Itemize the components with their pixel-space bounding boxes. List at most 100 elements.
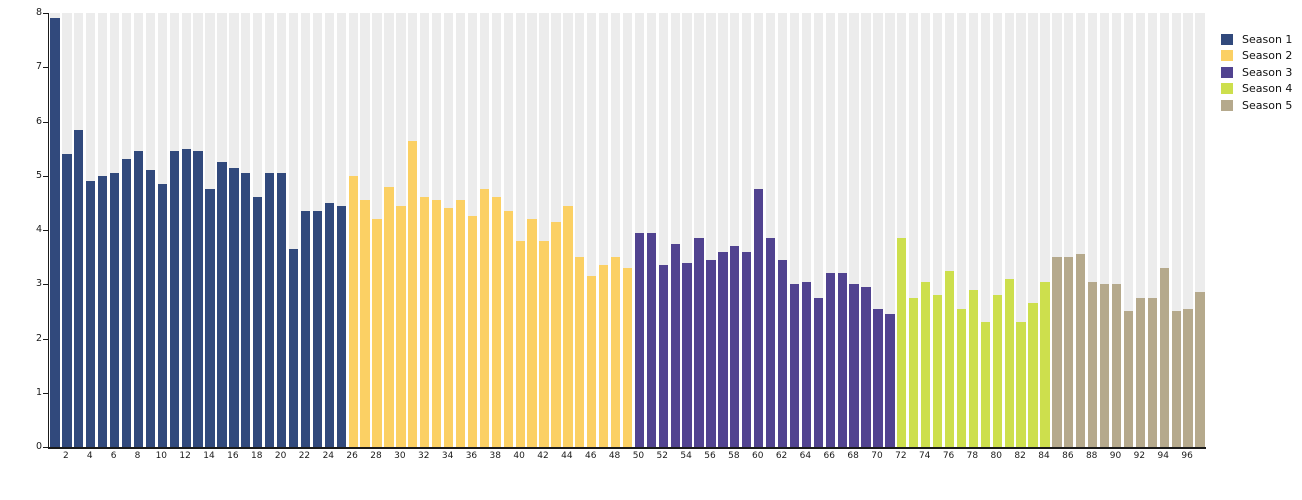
bar-episode-18 bbox=[253, 197, 263, 447]
legend-item-season-1: Season 1 bbox=[1221, 31, 1292, 48]
bar-episode-79 bbox=[980, 322, 990, 447]
grid-band bbox=[909, 13, 919, 447]
bar-episode-46 bbox=[587, 276, 597, 447]
bar-episode-26 bbox=[348, 175, 358, 447]
grid-band bbox=[1028, 13, 1038, 447]
x-tick-label: 12 bbox=[179, 451, 191, 461]
grid-band bbox=[849, 13, 859, 447]
bar-episode-58 bbox=[730, 246, 740, 447]
x-tick-label: 78 bbox=[966, 451, 979, 461]
x-tick-label: 60 bbox=[751, 451, 764, 461]
x-tick-label: 70 bbox=[871, 451, 883, 461]
bar-episode-42 bbox=[539, 240, 549, 447]
bar-episode-44 bbox=[563, 205, 573, 447]
y-tick-label: 4 bbox=[35, 224, 42, 235]
legend-swatch-icon bbox=[1221, 83, 1233, 95]
legend: Season 1 Season 2 Season 3 Season 4 Season 5 bbox=[1221, 31, 1292, 114]
legend-label: Season 3 bbox=[1242, 65, 1293, 79]
x-tick-label: 4 bbox=[86, 451, 93, 461]
grid-band bbox=[1183, 13, 1193, 447]
bar-episode-23 bbox=[312, 211, 323, 447]
bar-episode-36 bbox=[467, 216, 478, 447]
grid-band bbox=[873, 13, 883, 447]
grid-band bbox=[1159, 13, 1169, 447]
legend-item-season-2: Season 2 bbox=[1221, 48, 1292, 65]
x-tick-label: 32 bbox=[417, 451, 430, 461]
bar-episode-21 bbox=[288, 249, 299, 447]
legend-item-season-3: Season 3 bbox=[1221, 64, 1292, 81]
bar-episode-17 bbox=[241, 173, 251, 447]
bar-episode-72 bbox=[897, 238, 907, 447]
x-tick-label: 22 bbox=[298, 451, 311, 461]
x-tick-label: 36 bbox=[465, 451, 478, 461]
grid-band bbox=[885, 13, 895, 447]
bar-episode-48 bbox=[610, 257, 621, 447]
bar-episode-50 bbox=[634, 232, 645, 447]
bar-episode-80 bbox=[992, 295, 1002, 447]
grid-band bbox=[1195, 13, 1205, 447]
x-tick-label: 64 bbox=[799, 451, 812, 461]
grid-band bbox=[1064, 13, 1074, 447]
grid-band bbox=[825, 13, 835, 447]
y-tick-mark bbox=[43, 67, 48, 69]
grid-band bbox=[992, 13, 1002, 447]
bar-episode-62 bbox=[777, 259, 788, 447]
bar-episode-95 bbox=[1171, 311, 1181, 447]
bar-episode-4 bbox=[86, 181, 96, 447]
bar-episode-92 bbox=[1135, 297, 1146, 447]
grid-band bbox=[944, 13, 955, 447]
x-tick-label: 88 bbox=[1085, 451, 1098, 461]
bar-episode-3 bbox=[74, 129, 84, 447]
bar-episode-66 bbox=[825, 273, 835, 447]
grid-band bbox=[1004, 13, 1014, 447]
x-tick-label: 38 bbox=[489, 451, 502, 461]
bar-episode-51 bbox=[646, 232, 656, 447]
bar-episode-8 bbox=[133, 151, 144, 447]
bar-episode-74 bbox=[921, 281, 931, 447]
bar-episode-88 bbox=[1088, 281, 1098, 447]
bar-episode-9 bbox=[145, 170, 156, 447]
grid-band bbox=[575, 13, 585, 447]
bar-episode-73 bbox=[909, 297, 919, 447]
x-tick-label: 8 bbox=[134, 451, 141, 461]
x-tick-label: 72 bbox=[895, 451, 907, 461]
legend-label: Season 2 bbox=[1242, 49, 1293, 63]
bar-episode-53 bbox=[670, 243, 680, 447]
grid-band bbox=[706, 13, 716, 447]
y-tick-label: 1 bbox=[35, 386, 42, 398]
bar-episode-35 bbox=[455, 200, 466, 447]
bar-episode-90 bbox=[1111, 284, 1122, 447]
grid-band bbox=[813, 13, 823, 447]
bar-episode-14 bbox=[205, 189, 215, 447]
x-tick-label: 40 bbox=[513, 451, 525, 461]
y-tick-mark bbox=[43, 338, 48, 340]
grid-band bbox=[777, 13, 788, 447]
bar-episode-20 bbox=[276, 173, 287, 447]
bar-episode-11 bbox=[169, 151, 179, 447]
x-tick-label: 48 bbox=[608, 451, 621, 461]
grid-band bbox=[622, 13, 633, 447]
x-tick-label: 58 bbox=[728, 451, 740, 461]
bar-episode-45 bbox=[575, 257, 585, 447]
bar-episode-25 bbox=[336, 205, 346, 447]
y-tick-label: 2 bbox=[35, 332, 42, 344]
x-tick-label: 68 bbox=[847, 451, 859, 461]
x-tick-label: 54 bbox=[680, 451, 692, 461]
bar-episode-40 bbox=[515, 240, 525, 447]
grid-band bbox=[670, 13, 680, 447]
bar-episode-81 bbox=[1004, 278, 1014, 447]
bar-episode-37 bbox=[479, 189, 489, 447]
bar-episode-96 bbox=[1183, 308, 1193, 447]
grid-band bbox=[610, 13, 621, 447]
bar-episode-78 bbox=[968, 289, 979, 447]
bar-episode-64 bbox=[801, 281, 812, 447]
grid-band bbox=[932, 13, 943, 447]
bar-episode-32 bbox=[420, 197, 430, 447]
grid-band bbox=[587, 13, 597, 447]
bar-episode-39 bbox=[503, 211, 513, 447]
bar-episode-47 bbox=[598, 265, 609, 447]
grid-band bbox=[789, 13, 800, 447]
bar-episode-52 bbox=[658, 265, 668, 447]
bar-episode-7 bbox=[121, 159, 132, 447]
bar-episode-43 bbox=[551, 221, 561, 447]
